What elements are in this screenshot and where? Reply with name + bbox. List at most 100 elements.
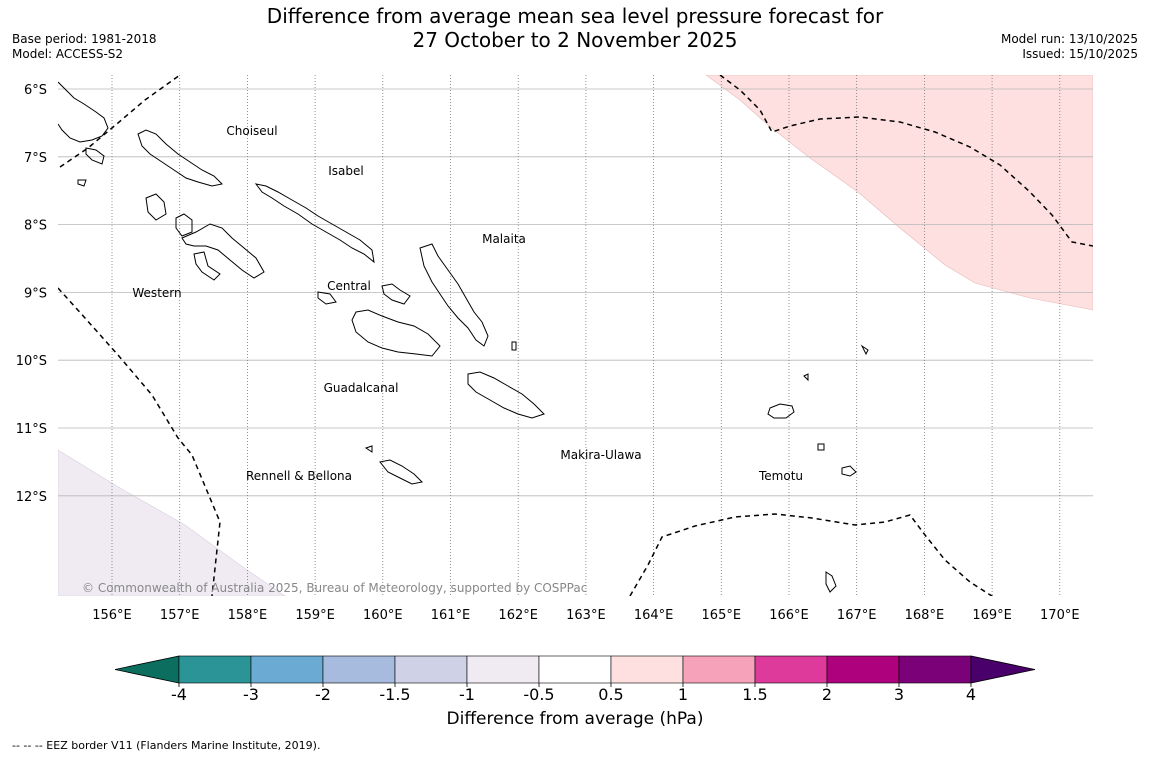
vanikoro-coast bbox=[841, 465, 857, 477]
lon-label: 159°E bbox=[295, 608, 335, 623]
eez-border-east bbox=[719, 75, 1093, 247]
base-period: Base period: 1981-2018 bbox=[12, 32, 157, 46]
colorbar-tick-label: -1 bbox=[459, 685, 475, 704]
colorbar-tick-label: 4 bbox=[966, 685, 976, 704]
lon-label: 163°E bbox=[566, 608, 606, 623]
colorbar-tick-label: -2 bbox=[315, 685, 331, 704]
colorbar-tick-label: 2 bbox=[822, 685, 832, 704]
lon-label: 157°E bbox=[160, 608, 200, 623]
vella-lavella-coast bbox=[145, 193, 167, 221]
issued-date: Issued: 15/10/2025 bbox=[1022, 47, 1138, 61]
islet bbox=[77, 179, 87, 187]
lat-label: 7°S bbox=[24, 151, 47, 166]
copyright-notice: © Commonwealth of Australia 2025, Bureau… bbox=[82, 581, 587, 595]
colorbar-extend-high bbox=[970, 655, 1036, 684]
choiseul-coast bbox=[137, 129, 224, 187]
lat-label: 6°S bbox=[24, 83, 47, 98]
province-label: Choiseul bbox=[226, 124, 277, 138]
colorbar-title: Difference from average (hPa) bbox=[446, 709, 704, 729]
eez-legend-note: -- -- -- EEZ border V11 (Flanders Marine… bbox=[12, 739, 321, 752]
eez-border-west-north bbox=[59, 75, 181, 168]
colorbar-box bbox=[610, 655, 684, 684]
lon-label: 166°E bbox=[769, 608, 809, 623]
lat-label: 10°S bbox=[16, 354, 47, 369]
lon-label: 167°E bbox=[837, 608, 877, 623]
bougainville-south bbox=[85, 147, 105, 165]
reef-islands-coast bbox=[803, 373, 809, 382]
nggela-coast bbox=[381, 283, 411, 305]
tikopia-coast bbox=[817, 443, 825, 451]
eez-border-west bbox=[58, 287, 221, 596]
colorbar-tick-label: -4 bbox=[171, 685, 187, 704]
lon-label: 156°E bbox=[92, 608, 132, 623]
colorbar-box bbox=[682, 655, 756, 684]
lon-label: 158°E bbox=[228, 608, 268, 623]
bellona-coast bbox=[364, 445, 373, 453]
makira-coast bbox=[467, 371, 545, 419]
lon-label: 169°E bbox=[972, 608, 1012, 623]
ulawa-coast bbox=[511, 341, 517, 351]
colorbar-extend-low bbox=[114, 655, 180, 684]
province-label: Western bbox=[132, 286, 181, 300]
isabel-coast bbox=[254, 183, 375, 264]
model-run: Model run: 13/10/2025 bbox=[1000, 32, 1138, 46]
colorbar-box bbox=[538, 655, 612, 684]
province-label: Central bbox=[327, 279, 371, 293]
lon-label: 165°E bbox=[702, 608, 742, 623]
lon-label: 164°E bbox=[634, 608, 674, 623]
colorbar-tick-label: 3 bbox=[894, 685, 904, 704]
lat-label: 9°S bbox=[24, 286, 47, 301]
province-label: Temotu bbox=[758, 469, 803, 483]
colorbar-tick-labels: -4 -3 -2 -1.5 -1 -0.5 0.5 1 1.5 2 3 4 bbox=[171, 683, 976, 704]
santa-cruz-coast bbox=[767, 403, 795, 419]
province-label: Guadalcanal bbox=[324, 381, 399, 395]
model-name: Model: ACCESS-S2 bbox=[12, 47, 124, 61]
colorbar-tick-label: -1.5 bbox=[379, 685, 410, 704]
anomaly-fills bbox=[58, 75, 1093, 596]
negative-anomaly-area bbox=[58, 449, 286, 596]
kolombangara-coast bbox=[175, 213, 193, 237]
title-line-1: Difference from average mean sea level p… bbox=[266, 4, 884, 28]
colorbar-tick-label: 1.5 bbox=[742, 685, 767, 704]
lon-label: 161°E bbox=[431, 608, 471, 623]
new-georgia-coast bbox=[181, 223, 265, 279]
lat-label: 11°S bbox=[16, 422, 47, 437]
colorbar-tick-label: -3 bbox=[243, 685, 259, 704]
lon-label: 160°E bbox=[363, 608, 403, 623]
colorbar-box bbox=[394, 655, 468, 684]
colorbar bbox=[114, 655, 1036, 684]
province-label: Isabel bbox=[328, 164, 363, 178]
title-line-2: 27 October to 2 November 2025 bbox=[412, 28, 738, 52]
bougainville-coast bbox=[58, 81, 109, 143]
colorbar-box bbox=[898, 655, 972, 684]
graticule bbox=[58, 75, 1093, 596]
colorbar-box bbox=[178, 655, 252, 684]
longitude-labels: 156°E 157°E 158°E 159°E 160°E 161°E 162°E 163°E… bbox=[92, 608, 1079, 623]
eez-border-south bbox=[629, 513, 994, 596]
lon-label: 168°E bbox=[905, 608, 945, 623]
province-label: Rennell & Bellona bbox=[246, 469, 352, 483]
province-labels: Choiseul Isabel Malaita Western Central Guada… bbox=[132, 124, 803, 483]
guadalcanal-coast bbox=[351, 309, 441, 357]
province-label: Malaita bbox=[482, 232, 526, 246]
latitude-labels: 6°S 7°S 8°S 9°S 10°S 11°S 12°S bbox=[16, 83, 47, 505]
lon-label: 170°E bbox=[1040, 608, 1080, 623]
anuta-coast bbox=[825, 571, 837, 593]
coastlines bbox=[58, 81, 869, 593]
eez-borders bbox=[58, 75, 1093, 596]
lat-label: 8°S bbox=[24, 219, 47, 234]
colorbar-tick-label: -0.5 bbox=[523, 685, 554, 704]
colorbar-box bbox=[466, 655, 540, 684]
colorbar-box bbox=[322, 655, 396, 684]
lon-label: 162°E bbox=[498, 608, 538, 623]
rendova-coast bbox=[193, 251, 221, 281]
province-label: Makira-Ulawa bbox=[560, 448, 641, 462]
rennell-coast bbox=[379, 459, 424, 485]
malaita-coast bbox=[419, 243, 489, 347]
colorbar-box bbox=[754, 655, 828, 684]
russell-islands-coast bbox=[317, 291, 337, 305]
lat-label: 12°S bbox=[16, 490, 47, 505]
colorbar-tick-label: 0.5 bbox=[598, 685, 623, 704]
duff-islands-coast bbox=[860, 344, 869, 356]
